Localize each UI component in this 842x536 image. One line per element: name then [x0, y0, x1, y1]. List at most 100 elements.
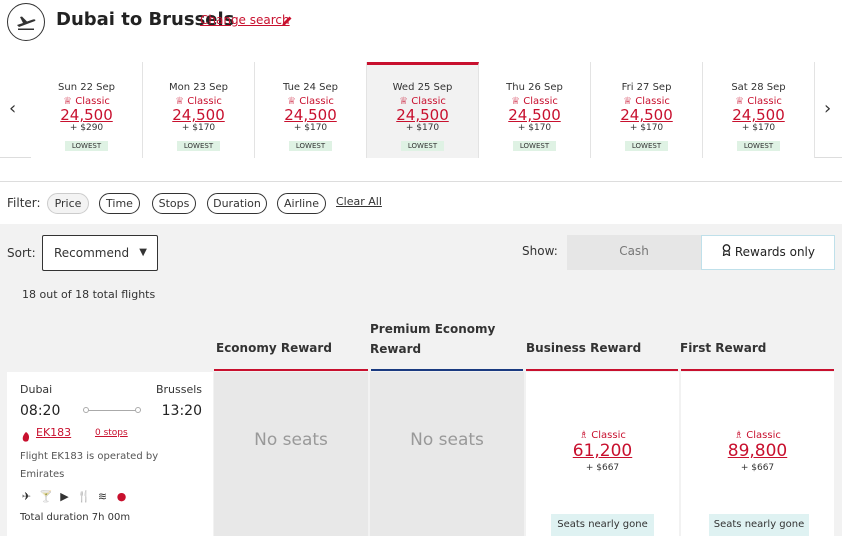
award-icon: ♗ — [579, 430, 589, 441]
date-tab-tier: ♕ Classic — [143, 96, 254, 107]
first-cash: + $667 — [740, 463, 775, 473]
date-tab-points: 24,500 — [60, 106, 113, 124]
date-tab-points: 24,500 — [284, 106, 337, 124]
flight-card: Dubai Brussels 08:20 13:20 EK183 0 stops… — [7, 372, 213, 536]
economy-column-line — [214, 369, 368, 371]
amenity-icons: ✈ 🍸 ▶ 🍴 ≋ ● — [20, 490, 128, 503]
filter-chip-duration[interactable]: Duration — [207, 193, 267, 214]
date-tab-label: Mon 23 Sep — [168, 82, 228, 93]
economy-no-seats: No seats — [214, 372, 368, 536]
plane-departure-icon — [7, 3, 45, 41]
business-fare-cell[interactable]: ♗ Classic 61,200 + $667 Seats nearly gon… — [526, 372, 679, 536]
cash-toggle[interactable]: Cash — [567, 235, 701, 270]
departure-time: 08:20 — [20, 403, 61, 419]
column-premium-economy-line1: Premium Economy — [370, 322, 496, 336]
date-tab-tier: ♕ Classic — [367, 96, 478, 107]
chevron-left-icon[interactable]: ‹ — [9, 98, 17, 119]
first-column-line — [681, 369, 834, 371]
date-tab[interactable]: Tue 24 Sep ♕ Classic 24,500 + $170 LOWEST — [255, 62, 367, 158]
business-availability-badge: Seats nearly gone — [551, 514, 654, 536]
first-points[interactable]: 89,800 — [727, 441, 788, 461]
date-tab-tier-label: Classic — [747, 96, 782, 107]
award-icon: ♕ — [63, 96, 76, 107]
award-icon: ♗ — [734, 430, 744, 441]
lowest-badge: LOWEST — [400, 141, 445, 151]
flight-number-link[interactable]: EK183 — [36, 426, 72, 439]
first-fare-cell[interactable]: ♗ Classic 89,800 + $667 Seats nearly gon… — [681, 372, 834, 536]
date-tab-tier-label: Classic — [299, 96, 334, 107]
filter-bar: Filter: Price Time Stops Duration Airlin… — [0, 181, 842, 224]
airline-logo-icon — [20, 428, 32, 447]
filter-chip-airline[interactable]: Airline — [277, 193, 326, 214]
award-icon: ♕ — [399, 96, 412, 107]
date-tab[interactable]: Sat 28 Sep ♕ Classic 24,500 + $170 LOWEST — [703, 62, 815, 158]
date-tab-cash: + $170 — [293, 123, 328, 133]
award-icon: ♕ — [511, 96, 524, 107]
total-duration: Total duration 7h 00m — [20, 512, 131, 523]
award-icon: ♕ — [623, 96, 636, 107]
date-tab-cash: + $290 — [69, 123, 104, 133]
date-tab-tier: ♕ Classic — [591, 96, 702, 107]
date-tab-tier: ♕ Classic — [479, 96, 590, 107]
destination-city: Brussels — [155, 383, 202, 396]
filter-chip-price[interactable]: Price — [47, 193, 89, 214]
date-tab-cash: + $170 — [517, 123, 552, 133]
date-tab-label: Thu 26 Sep — [506, 82, 563, 93]
origin-city: Dubai — [20, 383, 53, 396]
business-points[interactable]: 61,200 — [572, 441, 633, 461]
date-carousel: ‹ Sun 22 Sep ♕ Classic 24,500 + $290 LOWEST M… — [0, 62, 842, 158]
first-tier-label: Classic — [746, 430, 781, 441]
rewards-only-label: Rewards only — [734, 245, 815, 259]
wifi-icon: ● — [116, 490, 127, 503]
date-tab-tier-label: Classic — [411, 96, 446, 107]
business-column-line — [526, 369, 678, 371]
sort-select[interactable]: Recommend ▼ — [42, 235, 158, 271]
date-tab[interactable]: Thu 26 Sep ♕ Classic 24,500 + $170 LOWEST — [479, 62, 591, 158]
sort-value: Recommend — [54, 246, 130, 260]
stops-link[interactable]: 0 stops — [95, 428, 128, 438]
results-area: Sort: Recommend ▼ Show: Cash Rewards onl… — [0, 224, 842, 536]
business-tier: ♗ Classic — [526, 430, 679, 441]
date-tab-tier: ♕ Classic — [255, 96, 366, 107]
lowest-badge: LOWEST — [176, 141, 221, 151]
clear-all-link[interactable]: Clear All — [336, 195, 382, 208]
chevron-down-icon: ▼ — [139, 247, 147, 258]
lowest-badge: LOWEST — [288, 141, 333, 151]
business-tier-label: Classic — [591, 430, 626, 441]
date-tab-points: 24,500 — [396, 106, 449, 124]
rewards-only-toggle[interactable]: Rewards only — [701, 235, 835, 270]
award-icon — [721, 236, 731, 269]
pencil-icon[interactable] — [281, 12, 293, 31]
column-premium-economy-header: Premium Economy Reward — [370, 319, 495, 359]
date-tab[interactable]: Sun 22 Sep ♕ Classic 24,500 + $290 LOWEST — [31, 62, 143, 158]
date-tab[interactable]: Fri 27 Sep ♕ Classic 24,500 + $170 LOWEST — [591, 62, 703, 158]
date-tab-points: 24,500 — [172, 106, 225, 124]
date-tab-tier-label: Classic — [523, 96, 558, 107]
date-tab-tier: ♕ Classic — [703, 96, 814, 107]
first-tier: ♗ Classic — [681, 430, 834, 441]
filter-chip-stops[interactable]: Stops — [152, 193, 196, 214]
operated-by-text: Flight EK183 is operated by Emirates — [20, 451, 159, 480]
header: Dubai to Brussels Change search — [0, 0, 842, 42]
date-tab-cash: + $170 — [405, 123, 440, 133]
route-line — [85, 410, 139, 411]
first-availability-badge: Seats nearly gone — [709, 514, 809, 536]
filter-label: Filter: — [7, 196, 41, 210]
sort-label: Sort: — [7, 246, 36, 260]
results-count: 18 out of 18 total flights — [22, 288, 156, 301]
lowest-badge: LOWEST — [736, 141, 781, 151]
award-icon: ♕ — [175, 96, 188, 107]
change-search-link[interactable]: Change search — [200, 13, 290, 27]
arrival-time: 13:20 — [161, 403, 202, 419]
award-icon: ♕ — [287, 96, 300, 107]
date-tab-points: 24,500 — [508, 106, 561, 124]
date-tab[interactable]: Mon 23 Sep ♕ Classic 24,500 + $170 LOWEST — [143, 62, 255, 158]
filter-chip-time[interactable]: Time — [99, 193, 140, 214]
column-economy-header: Economy Reward — [216, 341, 332, 355]
date-tab-tier-label: Classic — [187, 96, 222, 107]
chevron-right-icon[interactable]: › — [824, 98, 832, 119]
flat-bed-icon: ≋ — [97, 490, 108, 503]
date-tab[interactable]: Wed 25 Sep ♕ Classic 24,500 + $170 LOWEST — [367, 62, 479, 158]
business-cash: + $667 — [585, 463, 620, 473]
date-tab-label: Tue 24 Sep — [282, 82, 338, 93]
